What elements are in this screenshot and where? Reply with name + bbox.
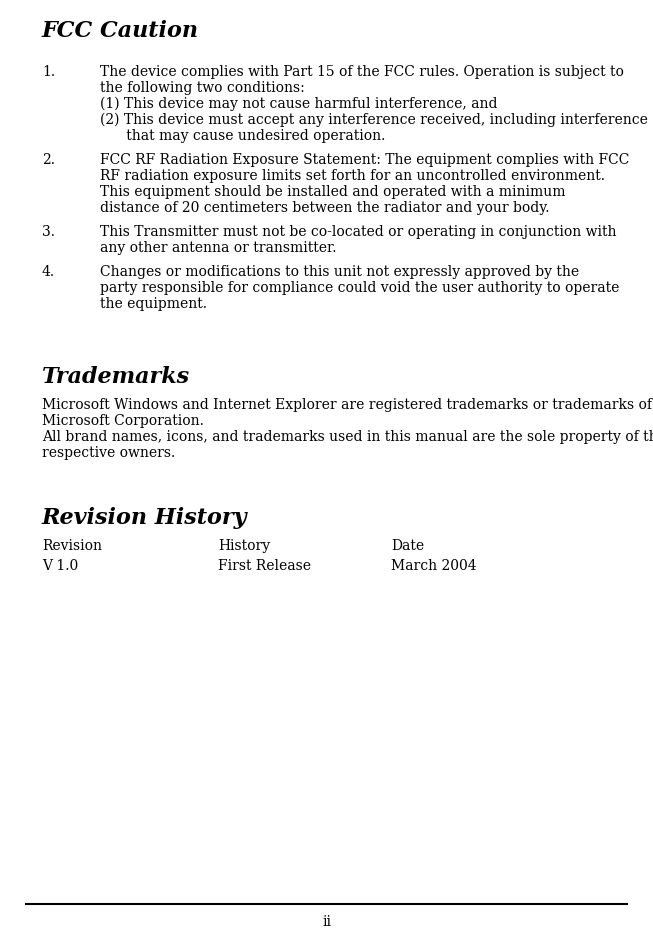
- Text: Revision History: Revision History: [42, 506, 247, 529]
- Text: FCC RF Radiation Exposure Statement: The equipment complies with FCC: FCC RF Radiation Exposure Statement: The…: [100, 153, 629, 167]
- Text: 3.: 3.: [42, 225, 55, 239]
- Text: that may cause undesired operation.: that may cause undesired operation.: [100, 129, 385, 143]
- Text: Microsoft Windows and Internet Explorer are registered trademarks or trademarks : Microsoft Windows and Internet Explorer …: [42, 398, 652, 412]
- Text: any other antenna or transmitter.: any other antenna or transmitter.: [100, 241, 336, 255]
- Text: Microsoft Corporation.: Microsoft Corporation.: [42, 414, 204, 428]
- Text: V 1.0: V 1.0: [42, 559, 78, 573]
- Text: History: History: [218, 538, 270, 552]
- Text: respective owners.: respective owners.: [42, 446, 175, 460]
- Text: First Release: First Release: [218, 559, 311, 573]
- Text: party responsible for compliance could void the user authority to operate: party responsible for compliance could v…: [100, 281, 620, 295]
- Text: distance of 20 centimeters between the radiator and your body.: distance of 20 centimeters between the r…: [100, 201, 550, 214]
- Text: RF radiation exposure limits set forth for an uncontrolled environment.: RF radiation exposure limits set forth f…: [100, 168, 605, 183]
- Text: FCC Caution: FCC Caution: [42, 20, 199, 42]
- Text: the equipment.: the equipment.: [100, 297, 207, 311]
- Text: ii: ii: [322, 914, 331, 928]
- Text: Date: Date: [391, 538, 424, 552]
- Text: March 2004: March 2004: [391, 559, 477, 573]
- Text: Revision: Revision: [42, 538, 102, 552]
- Text: Trademarks: Trademarks: [42, 366, 190, 388]
- Text: the following two conditions:: the following two conditions:: [100, 80, 305, 95]
- Text: The device complies with Part 15 of the FCC rules. Operation is subject to: The device complies with Part 15 of the …: [100, 65, 624, 79]
- Text: 4.: 4.: [42, 265, 55, 279]
- Text: This Transmitter must not be co-located or operating in conjunction with: This Transmitter must not be co-located …: [100, 225, 616, 239]
- Text: 2.: 2.: [42, 153, 55, 167]
- Text: Changes or modifications to this unit not expressly approved by the: Changes or modifications to this unit no…: [100, 265, 579, 279]
- Text: (1) This device may not cause harmful interference, and: (1) This device may not cause harmful in…: [100, 97, 498, 111]
- Text: 1.: 1.: [42, 65, 55, 79]
- Text: All brand names, icons, and trademarks used in this manual are the sole property: All brand names, icons, and trademarks u…: [42, 430, 653, 444]
- Text: This equipment should be installed and operated with a minimum: This equipment should be installed and o…: [100, 184, 565, 198]
- Text: (2) This device must accept any interference received, including interference: (2) This device must accept any interfer…: [100, 113, 648, 127]
